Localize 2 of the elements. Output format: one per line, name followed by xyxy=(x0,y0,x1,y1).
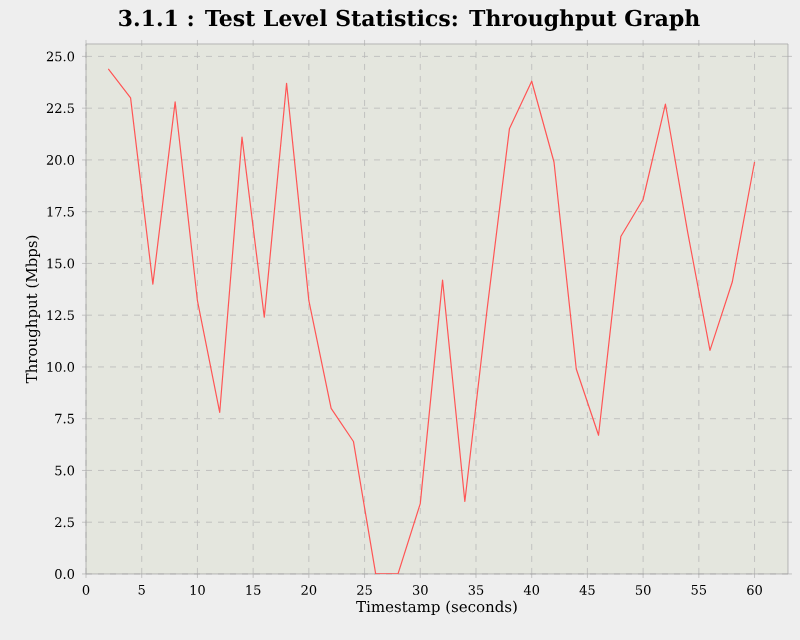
chart-title: 3.1.1 : Test Level Statistics: Throughput Graph xyxy=(119,9,700,31)
line-series xyxy=(107,68,756,574)
